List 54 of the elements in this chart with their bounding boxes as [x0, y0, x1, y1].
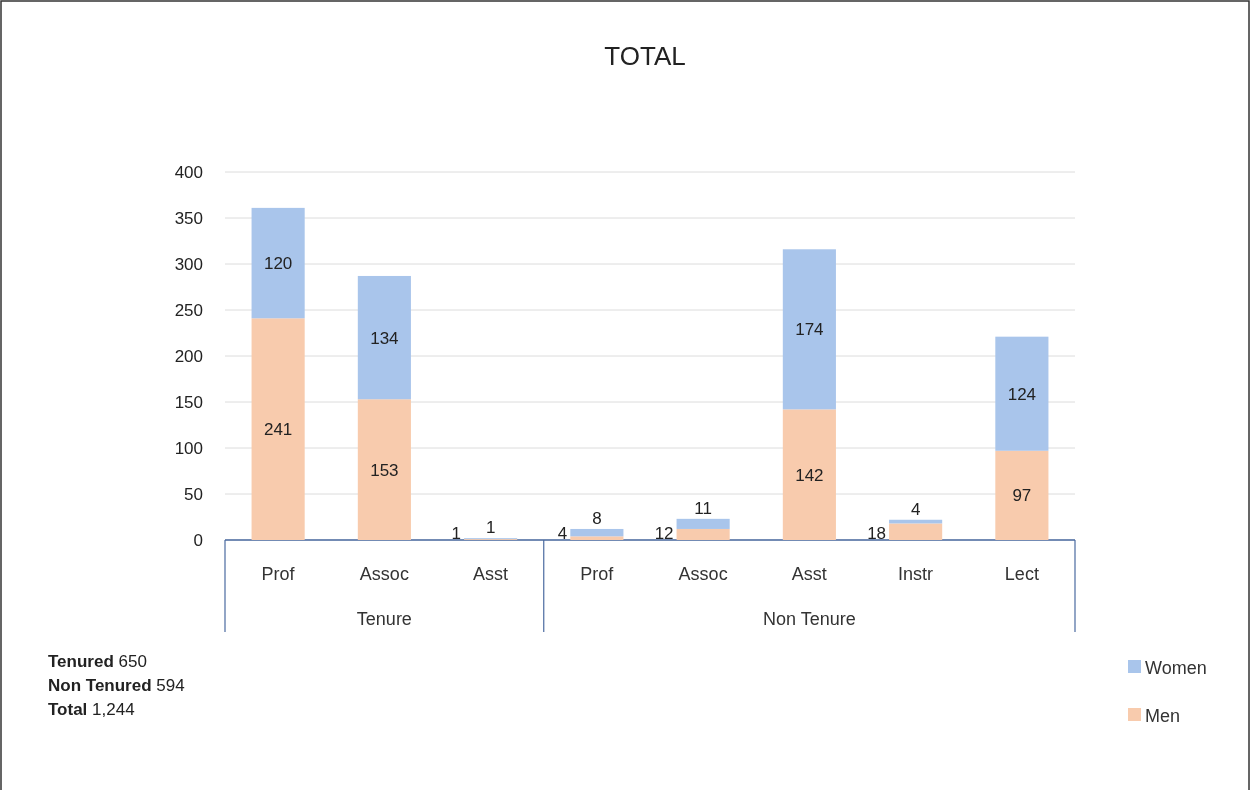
data-label: 97	[1012, 486, 1032, 506]
bar	[995, 336, 1049, 451]
data-label: 134	[370, 328, 399, 348]
bar	[782, 249, 836, 410]
data-label: 8	[592, 508, 602, 528]
x-tick-label: Lect	[1004, 564, 1039, 584]
bar	[251, 318, 305, 540]
bar	[889, 523, 943, 540]
data-label: 4	[557, 524, 568, 543]
text: Total 1,244	[48, 700, 135, 719]
x-tick-label: Prof	[261, 564, 296, 584]
text: Non Tenured 594	[48, 676, 185, 695]
bar	[570, 528, 624, 537]
data-label: 18	[867, 524, 887, 543]
data-label: 142	[795, 465, 824, 485]
y-tick-label: 200	[174, 347, 203, 366]
data-label: 11	[694, 498, 712, 518]
x-tick-label: Assoc	[359, 564, 409, 584]
y-tick-label: 350	[174, 209, 203, 228]
y-tick-label: 0	[193, 531, 203, 550]
y-tick-label: 50	[184, 485, 203, 504]
bar	[357, 399, 411, 540]
bar	[570, 536, 624, 540]
text: Tenured 650	[48, 652, 147, 671]
legend-label: Women	[1145, 658, 1207, 678]
y-tick-label: 150	[174, 393, 203, 412]
bar	[995, 450, 1049, 540]
legend-label: Men	[1145, 706, 1181, 726]
bar	[251, 207, 305, 319]
y-tick-label: 400	[174, 163, 203, 182]
data-label: 241	[263, 420, 293, 440]
data-label: 174	[795, 320, 824, 340]
data-label: 153	[370, 460, 399, 480]
data-label: 124	[1007, 384, 1037, 404]
x-tick-label: Asst	[473, 564, 509, 584]
y-tick-label: 300	[174, 255, 203, 274]
data-label: 1	[451, 524, 462, 543]
y-tick-label: 100	[174, 439, 203, 458]
data-label: 1	[485, 518, 496, 538]
chart-title: TOTAL	[604, 41, 686, 71]
data-label: 12	[654, 524, 674, 543]
bar	[357, 275, 411, 400]
bar	[782, 409, 836, 540]
text: Tenure	[356, 609, 412, 629]
x-tick-label: Instr	[898, 564, 934, 584]
data-label: 120	[263, 254, 293, 274]
data-label: 4	[910, 499, 921, 519]
y-tick-label: 250	[174, 301, 203, 320]
x-tick-label: Asst	[791, 564, 827, 584]
x-tick-label: Assoc	[678, 564, 728, 584]
x-tick-label: Prof	[580, 564, 615, 584]
bar	[676, 528, 730, 540]
bar	[676, 518, 730, 529]
text: Non Tenure	[763, 609, 856, 629]
